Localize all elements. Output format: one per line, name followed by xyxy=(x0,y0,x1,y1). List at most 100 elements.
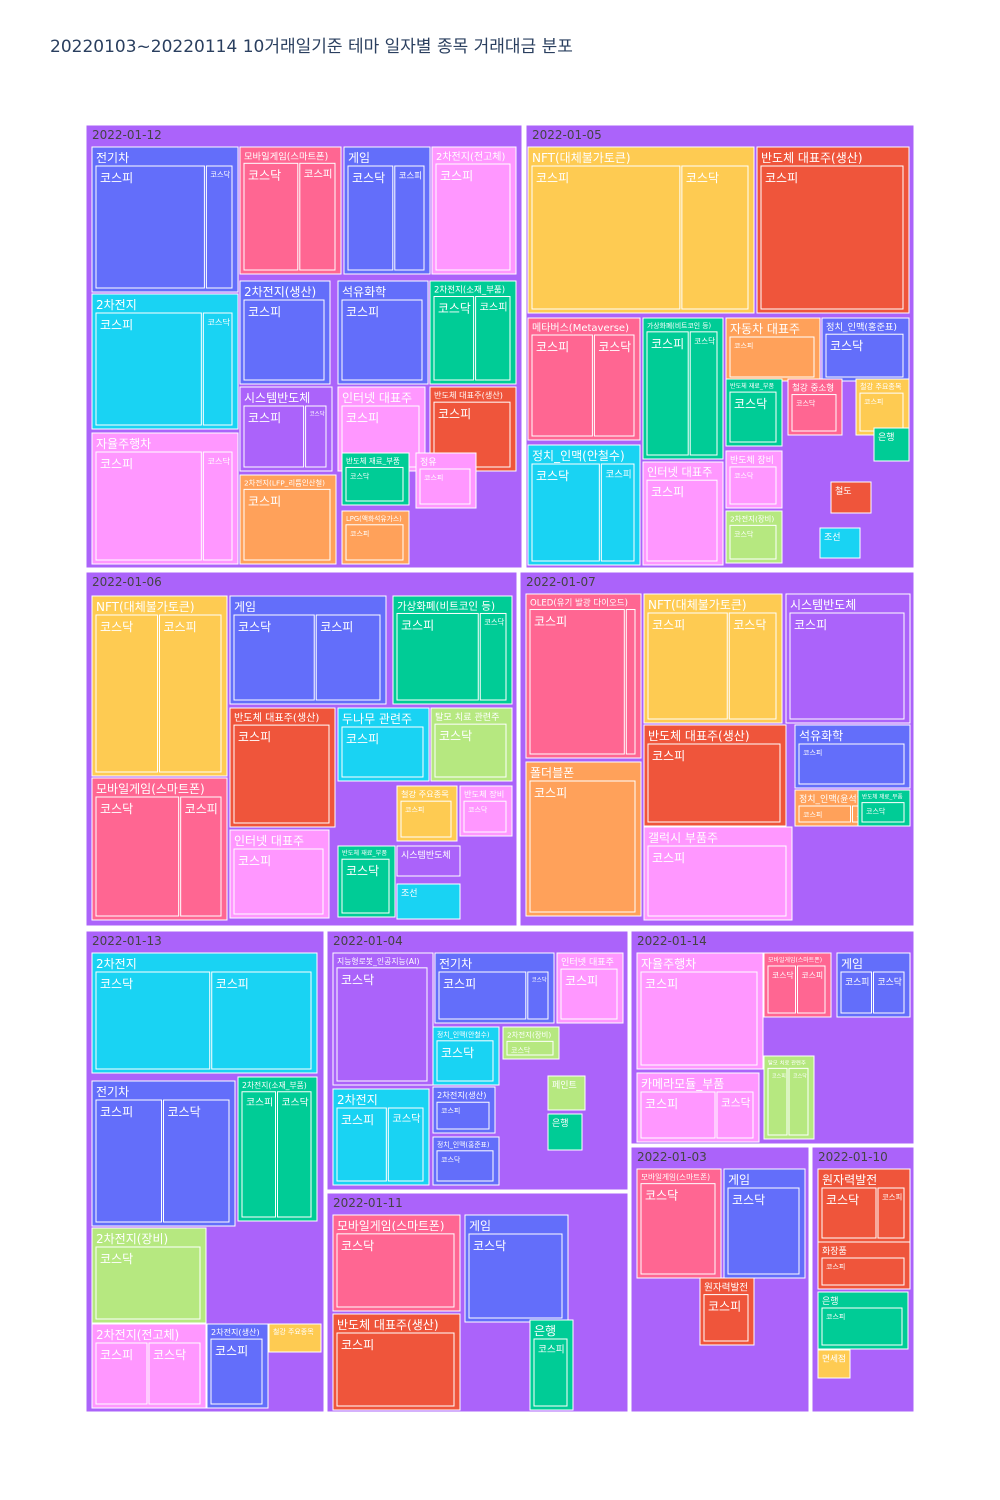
market-tile-코스피[interactable]: 코스피 xyxy=(703,1294,749,1342)
market-tile-코스피[interactable]: 코스피 xyxy=(233,724,330,824)
market-rect[interactable] xyxy=(646,331,689,456)
market-tile-코스닥[interactable]: 코스닥 xyxy=(729,524,777,560)
market-tile-코스피[interactable]: 코스피 xyxy=(435,163,511,271)
market-tile-코스닥[interactable]: 코스닥 xyxy=(347,165,394,271)
theme-tile-2차전지-장비[interactable]: 2차전지(장비) 코스닥 xyxy=(91,1227,207,1324)
market-rect[interactable] xyxy=(506,1040,554,1056)
market-rect[interactable] xyxy=(336,1107,387,1182)
market-rect[interactable] xyxy=(593,334,635,437)
market-rect[interactable] xyxy=(531,463,600,562)
market-rect[interactable] xyxy=(396,612,479,701)
market-rect[interactable] xyxy=(341,299,423,381)
market-tile-코스피[interactable]: 코스피 xyxy=(529,780,636,913)
theme-tile-가상화폐-비트코인-등[interactable]: 가상화폐(비트코인 등) 코스피 코스닥 xyxy=(642,317,724,460)
market-tile-코스닥[interactable]: 코스닥 xyxy=(767,965,796,1014)
market-tile-코스피[interactable]: 코스피 xyxy=(180,796,222,917)
market-tile-코스피[interactable]: 코스피 xyxy=(95,165,205,289)
market-tile-코스닥[interactable]: 코스닥 xyxy=(506,1040,554,1056)
market-rect[interactable] xyxy=(703,1294,749,1342)
market-tile-코스닥[interactable]: 코스닥 xyxy=(205,165,233,289)
market-rect[interactable] xyxy=(95,1246,201,1320)
market-tile-코스닥[interactable]: 코스닥 xyxy=(727,1187,800,1275)
market-tile-코스피[interactable]: 코스피 xyxy=(438,971,527,1020)
market-rect[interactable] xyxy=(463,800,507,833)
market-tile-코스피[interactable]: 코스피 xyxy=(345,524,404,561)
market-rect[interactable] xyxy=(760,165,904,310)
theme-tile-모바일게임-스마트폰[interactable]: 모바일게임(스마트폰) 코스닥 xyxy=(332,1214,461,1312)
market-tile-코스닥[interactable]: 코스닥 xyxy=(436,1150,494,1182)
market-tile-코스피[interactable]: 코스피 xyxy=(400,800,452,838)
market-rect[interactable] xyxy=(797,965,826,1014)
market-tile-코스피[interactable]: 코스피 xyxy=(760,165,904,310)
theme-rect[interactable] xyxy=(819,527,861,559)
market-tile-코스닥[interactable]: 코스닥 xyxy=(387,1107,424,1182)
market-tile-코스피[interactable]: 코스피 xyxy=(647,743,781,823)
theme-rect[interactable] xyxy=(268,1323,322,1353)
market-tile-코스닥[interactable]: 코스닥 xyxy=(463,800,507,833)
market-tile-코스피[interactable]: 코스피 xyxy=(475,296,511,381)
market-tile-코스피[interactable]: 코스피 xyxy=(95,1099,162,1223)
theme-tile-반도체-대표주-생산[interactable]: 반도체 대표주(생산) 코스피 xyxy=(229,707,336,828)
market-tile-코스피[interactable]: 코스피 xyxy=(315,614,381,701)
theme-tile-oled-유기-발광-다이오드[interactable]: OLED(유기 발광 다이오드) 코스피 xyxy=(525,593,642,759)
market-rect[interactable] xyxy=(205,165,233,289)
market-tile-코스닥[interactable]: 코스닥 xyxy=(788,1067,809,1136)
market-rect[interactable] xyxy=(531,334,593,437)
market-rect[interactable] xyxy=(159,614,222,773)
market-rect[interactable] xyxy=(877,1187,905,1239)
market-rect[interactable] xyxy=(873,971,905,1014)
theme-tile-가상화폐-비트코인-등[interactable]: 가상화폐(비트코인 등) 코스피 코스닥 xyxy=(392,595,513,705)
market-tile-코스닥[interactable]: 코스닥 xyxy=(821,1187,877,1239)
market-rect[interactable] xyxy=(479,612,507,701)
market-rect[interactable] xyxy=(336,1332,455,1407)
market-rect[interactable] xyxy=(243,162,299,271)
market-tile-코스피[interactable]: 코스피 xyxy=(396,612,479,701)
market-rect[interactable] xyxy=(95,796,180,917)
market-rect[interactable] xyxy=(336,1233,455,1308)
market-rect[interactable] xyxy=(468,1233,563,1319)
market-tile-코스피[interactable]: 코스피 xyxy=(840,971,872,1014)
theme-tile-2차전지-장비[interactable]: 2차전지(장비) 코스닥 xyxy=(725,510,783,564)
theme-tile-nft-대체불가토큰[interactable]: NFT(대체불가토큰) 코스닥 코스피 xyxy=(91,595,228,777)
theme-tile-페인트[interactable]: 페인트 xyxy=(547,1075,586,1111)
market-tile-코스피[interactable]: 코스피 xyxy=(859,392,904,432)
market-rect[interactable] xyxy=(341,726,424,778)
market-tile-코스피[interactable]: 코스피 xyxy=(531,334,593,437)
market-tile-코스닥[interactable]: 코스닥 xyxy=(640,1183,716,1275)
market-tile-코스피[interactable]: 코스피 xyxy=(394,165,425,271)
market-tile-코스피[interactable]: 코스피 xyxy=(647,845,787,917)
market-tile-코스닥[interactable]: 코스닥 xyxy=(729,391,777,443)
market-tile-코스피[interactable]: 코스피 xyxy=(789,612,905,720)
market-rect[interactable] xyxy=(95,165,205,289)
market-rect[interactable] xyxy=(647,845,787,917)
market-tile-코스피[interactable]: 코스피 xyxy=(798,805,851,823)
theme-tile-2차전지-lfp-리튬인산철[interactable]: 2차전지(LFP_리튬인산철) 코스피 xyxy=(239,474,337,565)
market-rect[interactable] xyxy=(681,165,749,310)
market-tile-코스닥[interactable]: 코스닥 xyxy=(433,296,475,381)
market-rect[interactable] xyxy=(163,1099,230,1223)
market-tile-코스닥[interactable]: 코스닥 xyxy=(861,802,905,823)
theme-tile-시스템반도체[interactable]: 시스템반도체 xyxy=(396,845,461,877)
market-tile-코스닥[interactable]: 코스닥 xyxy=(202,451,233,561)
market-tile-코스닥[interactable]: 코스닥 xyxy=(681,165,749,310)
market-tile-코스피[interactable]: 코스피 xyxy=(529,609,625,755)
